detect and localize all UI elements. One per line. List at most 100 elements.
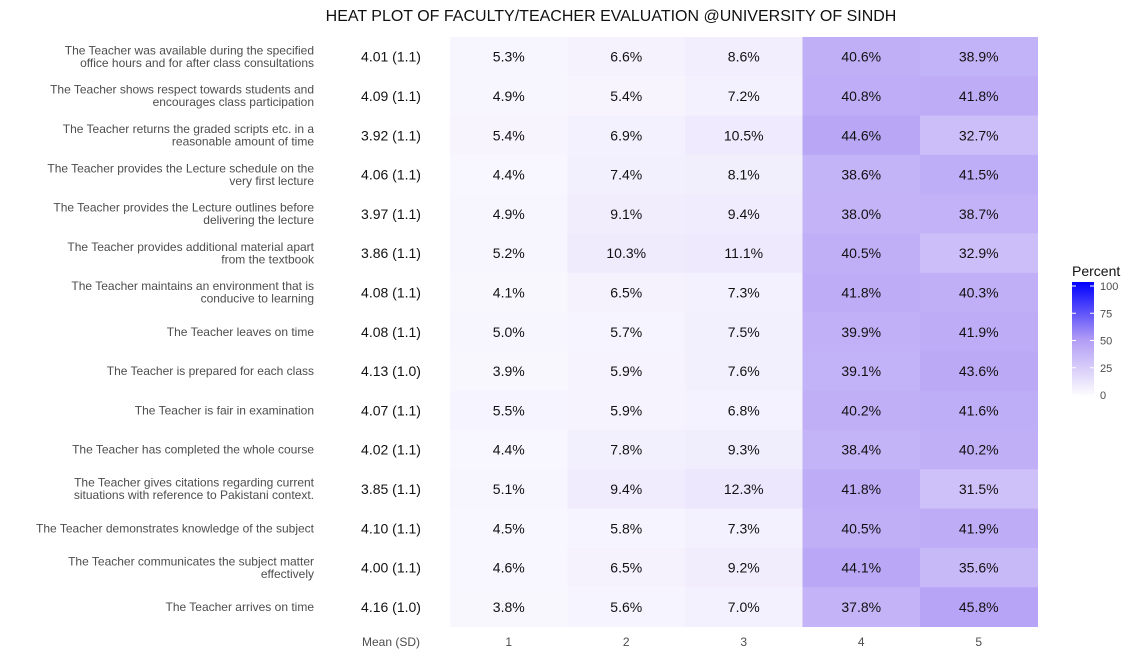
row-label: The Teacher is prepared for each class (107, 364, 314, 378)
cell-value-label: 38.0% (841, 206, 881, 222)
cell-value-label: 7.5% (728, 324, 760, 340)
heatmap-cell (802, 312, 921, 352)
mean-sd-label: 4.10 (1.1) (361, 520, 421, 536)
cell-value-label: 4.5% (493, 520, 525, 536)
heatmap-cell (920, 430, 1038, 470)
cell-value-label: 5.3% (493, 49, 525, 65)
cell-value-label: 9.2% (728, 560, 760, 576)
cell-value-label: 9.3% (728, 442, 760, 458)
cell-value-label: 43.6% (959, 363, 999, 379)
heatmap-cell (567, 115, 686, 156)
mean-sd-label: 3.92 (1.1) (361, 127, 421, 143)
column-label: 4 (858, 635, 865, 649)
heatmap-cell (450, 76, 568, 117)
heatmap-cell (685, 154, 803, 195)
heatmap-cell (567, 76, 686, 117)
heatmap-cells (450, 37, 1038, 627)
row-label: delivering the lecture (203, 213, 314, 227)
heatmap-cell (450, 508, 568, 549)
heatmap-cell (567, 469, 686, 510)
heatmap-cell (685, 115, 803, 156)
legend-colorbar (1072, 282, 1094, 397)
column-labels: 1 2 3 4 5 (505, 635, 982, 649)
heatmap-cell (920, 587, 1038, 627)
heatmap-cell (450, 430, 568, 470)
column-label: 2 (623, 635, 630, 649)
heatmap-cell (567, 508, 686, 549)
heatmap-cell (920, 233, 1038, 274)
legend-tick-label: 75 (1100, 308, 1112, 320)
heatmap-cell (802, 469, 921, 510)
cell-value-labels: 5.3% 6.6% 8.6% 40.6% 38.9% 4.9% 5.4% 7.2% 40.8% 4… (493, 49, 999, 615)
heatmap-cell (802, 194, 921, 234)
cell-value-label: 5.5% (493, 402, 525, 418)
cell-value-label: 5.6% (610, 599, 642, 615)
heatmap-cell (920, 390, 1038, 431)
heatmap-cell (450, 272, 568, 313)
heatmap-cell (802, 547, 921, 588)
heatmap-cell (920, 272, 1038, 313)
cell-value-label: 41.5% (959, 167, 999, 183)
cell-value-label: 41.9% (959, 520, 999, 536)
cell-value-label: 11.1% (724, 245, 763, 261)
heatmap-cell (567, 272, 686, 313)
cell-value-label: 7.2% (728, 88, 760, 104)
cell-value-label: 40.8% (841, 88, 881, 104)
heatmap-cell (567, 547, 686, 588)
legend-tick-label: 0 (1100, 390, 1106, 402)
heatmap-cell (920, 194, 1038, 234)
mean-sd-label: 3.86 (1.1) (361, 245, 421, 261)
heatmap-cell (685, 76, 803, 117)
heatmap-cell (920, 154, 1038, 195)
heatmap-cell (685, 430, 803, 470)
cell-value-label: 6.9% (610, 127, 642, 143)
mean-sd-label: 4.06 (1.1) (361, 167, 421, 183)
row-label: effectively (261, 567, 314, 581)
mean-sd-label: 3.85 (1.1) (361, 481, 421, 497)
cell-value-label: 41.8% (841, 481, 881, 497)
cell-value-label: 7.3% (728, 284, 760, 300)
heatmap-cell (920, 547, 1038, 588)
cell-value-label: 35.6% (959, 560, 999, 576)
cell-value-label: 39.1% (841, 363, 881, 379)
heatmap-cell (802, 154, 921, 195)
legend-tick-label: 100 (1100, 281, 1118, 293)
row-label: situations with reference to Pakistani c… (74, 488, 314, 502)
mean-sd-label: 4.07 (1.1) (361, 402, 421, 418)
column-label: 5 (975, 635, 982, 649)
row-label: very first lecture (229, 174, 314, 188)
chart-title: HEAT PLOT OF FACULTY/TEACHER EVALUATION … (326, 8, 897, 25)
row-label: The Teacher demonstrates knowledge of th… (36, 521, 315, 535)
heatmap-cell (450, 115, 568, 156)
heatmap-cell (802, 390, 921, 431)
cell-value-label: 5.2% (493, 245, 525, 261)
heatmap-cell (920, 37, 1038, 77)
legend-tick-label: 50 (1100, 336, 1112, 348)
mean-sd-labels: 4.01 (1.1) 4.09 (1.1) 3.92 (1.1) 4.06 (1.1)… (361, 49, 421, 615)
cell-value-label: 12.3% (724, 481, 764, 497)
heatmap-cell (450, 587, 568, 627)
row-label: encourages class participation (153, 95, 314, 109)
heatmap-cell (685, 469, 803, 510)
heatmap-cell (450, 233, 568, 274)
cell-value-label: 4.1% (493, 284, 525, 300)
cell-value-label: 7.8% (610, 442, 642, 458)
row-label: office hours and for after class consult… (80, 56, 314, 70)
cell-value-label: 38.9% (959, 49, 999, 65)
cell-value-label: 4.6% (493, 560, 525, 576)
cell-value-label: 41.6% (959, 402, 999, 418)
heatmap-cell (802, 76, 921, 117)
heatmap-cell (685, 37, 803, 77)
row-label: The Teacher gives citations regarding cu… (74, 476, 315, 490)
row-label: The Teacher provides additional material… (67, 240, 314, 254)
heatmap-cell (567, 154, 686, 195)
mean-sd-label: 4.08 (1.1) (361, 284, 421, 300)
mean-sd-label: 4.13 (1.0) (361, 363, 421, 379)
row-label: The Teacher provides the Lecture outline… (53, 201, 314, 215)
heatmap-cell (920, 351, 1038, 392)
heatmap-cell (450, 351, 568, 392)
cell-value-label: 10.5% (724, 127, 764, 143)
row-label: The Teacher is fair in examination (135, 403, 314, 417)
cell-value-label: 9.1% (610, 206, 642, 222)
